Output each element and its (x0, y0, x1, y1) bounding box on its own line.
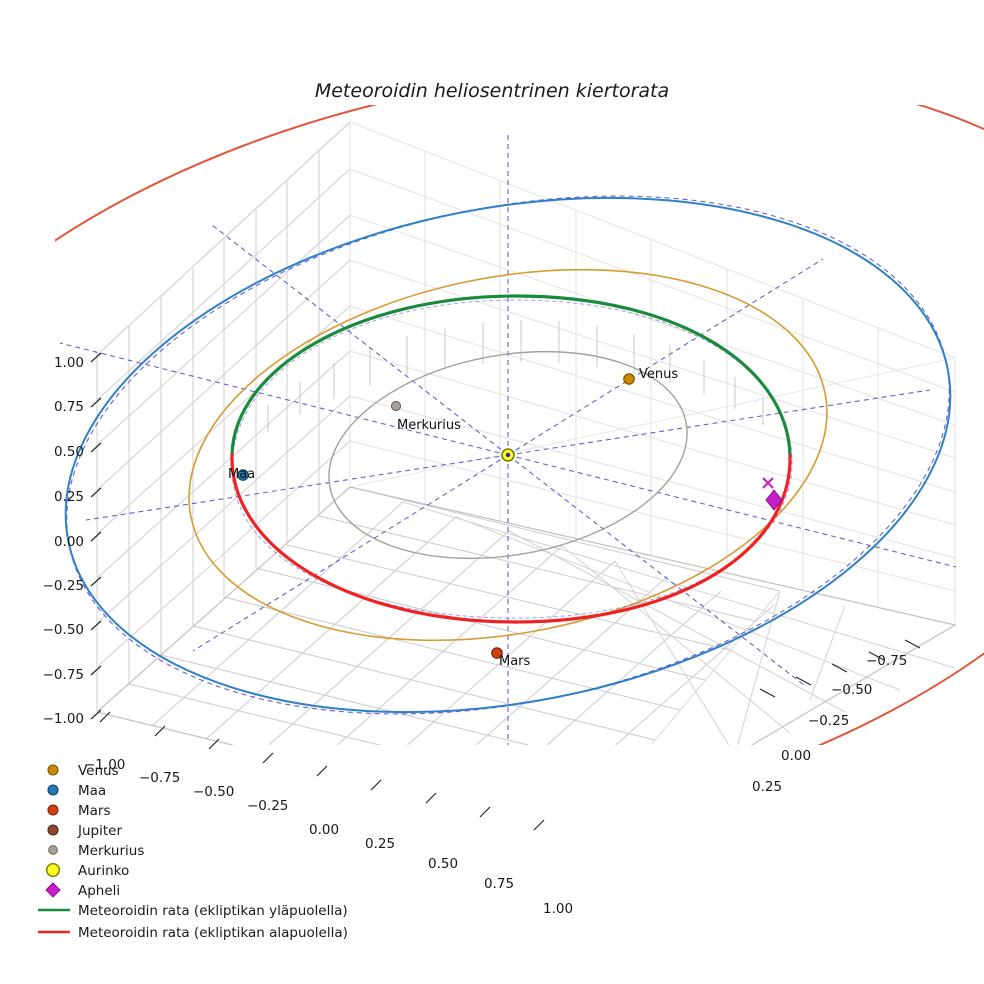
legend-label-rata-above[interactable]: Meteoroidin rata (ekliptikan yläpuolella… (78, 903, 348, 919)
legend-marker-jupiter (47, 824, 59, 836)
x-tick-label: 0.25 (365, 836, 395, 852)
legend-label-mars[interactable]: Mars (78, 803, 111, 819)
legend-label-merkurius[interactable]: Merkurius (78, 843, 144, 859)
pane-right-wall (349, 121, 956, 626)
legend-label-venus[interactable]: Venus (78, 763, 119, 779)
legend-marker-mars (47, 804, 59, 816)
legend-label-apheli[interactable]: Apheli (78, 883, 120, 899)
orbit-maa (64, 196, 952, 714)
z-tick-label: −0.75 (43, 667, 84, 683)
radial-guide (85, 454, 509, 521)
label-merkurius: Merkurius (397, 418, 461, 433)
radial-guide (507, 454, 957, 568)
legend-marker-maa (47, 784, 59, 796)
x-tick-label: 0.50 (428, 856, 458, 872)
legend-label-rata-below[interactable]: Meteoroidin rata (ekliptikan alapuolella… (78, 925, 348, 941)
y-tick-label: −0.50 (831, 682, 872, 698)
axes-floor-outline (96, 486, 957, 745)
label-maa: Maa (228, 467, 255, 482)
legend-label-aurinko[interactable]: Aurinko (78, 863, 129, 879)
planet-orbits (55, 105, 984, 745)
sun-core (505, 452, 511, 458)
radial-guide (59, 342, 509, 456)
legend-marker-merkurius (48, 845, 58, 855)
meteoroid-drop-lines (267, 320, 764, 432)
text-layer: Meteoroidin heliosentrinen kiertorata 1.… (43, 80, 908, 917)
axis-ticks (90, 352, 921, 831)
z-tick-label: −0.50 (43, 622, 84, 638)
marker-maa (237, 469, 249, 481)
x-tick-label: 0.00 (309, 822, 339, 838)
legend-label-jupiter[interactable]: Jupiter (77, 823, 122, 839)
radial-guide (192, 454, 509, 652)
legend-marker-apheli (45, 882, 61, 898)
z-tick-label: 0.00 (54, 534, 84, 550)
legend-label-maa[interactable]: Maa (78, 783, 106, 799)
z-tick-label: 1.00 (54, 355, 84, 371)
x-tick-label: −0.50 (193, 784, 234, 800)
z-tick-label: 0.50 (54, 444, 84, 460)
x-tick-label: −1.00 (84, 757, 125, 773)
x-tick-label: 1.00 (543, 901, 573, 917)
x-tick-label: −0.25 (247, 798, 288, 814)
x-tick-label: 0.75 (484, 876, 514, 892)
label-mars: Mars (499, 654, 531, 669)
y-tick-label: −0.75 (866, 653, 907, 669)
apheli-cross-icon (762, 477, 774, 489)
z-tick-label: −1.00 (43, 711, 84, 727)
z-tick-label: 0.75 (54, 399, 84, 415)
marker-venus (623, 373, 635, 385)
y-tick-label: 0.25 (752, 779, 782, 795)
meteoroid-orbit (230, 294, 793, 624)
pane-floor (96, 486, 956, 745)
marker-merkurius (390, 400, 402, 412)
x-tick-label: −0.75 (139, 770, 180, 786)
radial-guide (507, 258, 824, 456)
y-tick-label: 0.00 (781, 748, 811, 764)
z-tick-label: −0.25 (43, 578, 84, 594)
radial-guide (507, 389, 931, 456)
legend[interactable]: Venus Maa Mars Jupiter Merkurius Aurinko… (38, 763, 348, 941)
legend-marker-aurinko (46, 863, 61, 878)
legend-marker-venus (47, 764, 59, 776)
orbit-venus (188, 268, 828, 642)
orbit-merkurius (328, 350, 688, 560)
pane-left-wall (96, 120, 351, 713)
meteoroid-orbit-above (230, 294, 792, 458)
marker-mars (491, 647, 503, 659)
marker-apheli (765, 489, 783, 511)
page-title: Meteoroidin heliosentrinen kiertorata (315, 80, 669, 102)
z-tick-label: 0.25 (54, 489, 84, 505)
body-markers (237, 373, 783, 659)
label-venus: Venus (639, 367, 678, 382)
y-tick-label: −0.25 (808, 713, 849, 729)
axes-3d-panes (96, 120, 957, 745)
meteoroid-orbit-below (230, 453, 792, 624)
